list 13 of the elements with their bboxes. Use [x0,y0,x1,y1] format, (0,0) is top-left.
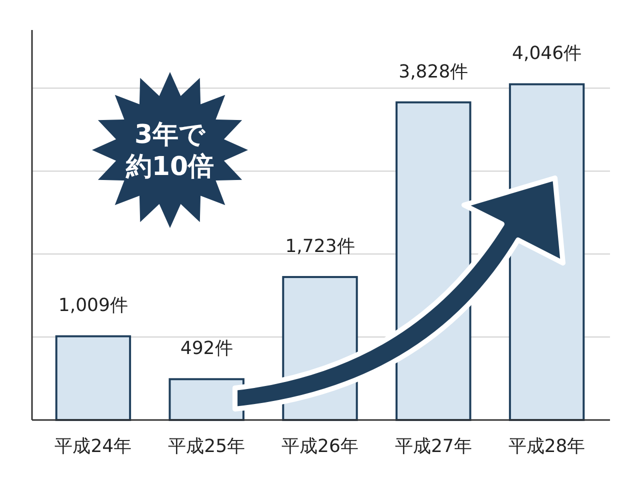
data-label: 3,828件 [398,61,468,82]
annotation: 3年で [134,120,207,150]
data-label: 1,009件 [58,295,128,316]
x-tick-label: 平成28年 [508,436,586,457]
x-tick-label: 平成26年 [282,436,358,457]
annotation: 約10倍 [124,152,214,182]
data-label: 1,723件 [285,236,355,257]
x-tick-label: 平成25年 [168,436,246,457]
x-tick-label: 平成27年 [394,436,472,457]
bar [55,335,132,421]
data-label: 492件 [180,338,233,360]
x-tick-label: 平成24年 [54,436,132,457]
data-label: 4,046件 [512,43,582,64]
